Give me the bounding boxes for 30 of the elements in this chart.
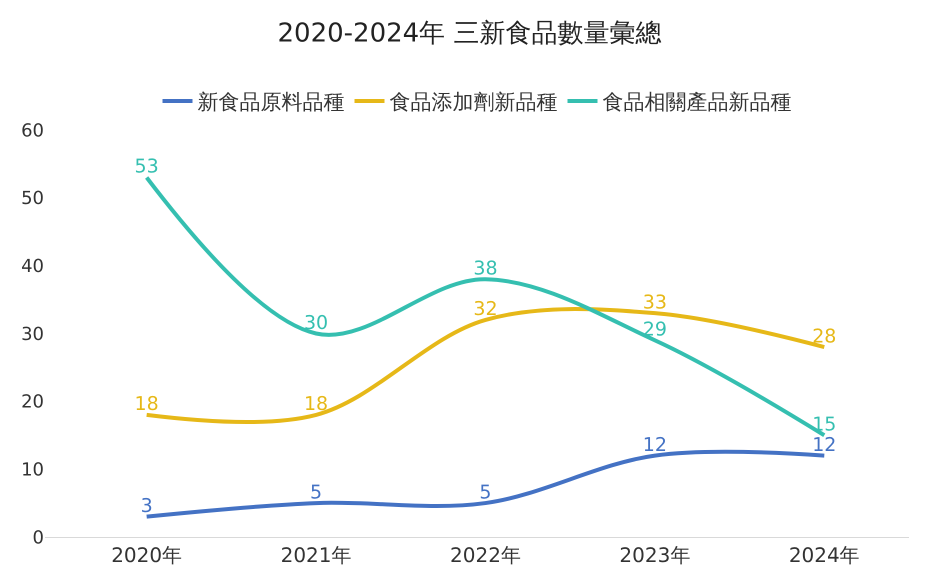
y-tick-label: 30 [21, 324, 44, 345]
x-tick-label: 2022年 [450, 543, 521, 567]
y-tick-label: 0 [32, 527, 44, 548]
x-tick-label: 2024年 [788, 543, 860, 567]
x-tick-label: 2023年 [619, 543, 690, 567]
legend-label: 新食品原料品種 [198, 90, 344, 114]
y-tick-label: 10 [21, 459, 44, 480]
data-label: 18 [304, 393, 328, 416]
data-label: 33 [642, 291, 667, 314]
data-label: 30 [304, 312, 328, 334]
data-label: 18 [134, 393, 159, 416]
data-label: 53 [134, 156, 159, 178]
data-label: 5 [479, 481, 492, 504]
data-label: 5 [310, 481, 322, 504]
data-label: 32 [473, 298, 498, 320]
x-tick-label: 2020年 [111, 543, 182, 567]
y-tick-label: 60 [21, 120, 44, 142]
x-tick-label: 2021年 [280, 543, 352, 567]
data-label: 38 [473, 257, 498, 280]
data-label: 29 [642, 318, 667, 341]
y-tick-label: 50 [21, 188, 44, 210]
legend-label: 食品相關產品新品種 [602, 90, 792, 114]
legend-label: 食品添加劑新品種 [390, 90, 558, 114]
y-tick-label: 20 [21, 392, 44, 413]
data-label: 12 [812, 434, 836, 456]
y-tick-label: 40 [21, 256, 44, 277]
data-label: 12 [642, 434, 667, 456]
chart-title: 2020-2024年 三新食品數量彙總 [278, 18, 662, 49]
data-label: 28 [812, 325, 836, 348]
data-label: 3 [140, 494, 153, 517]
